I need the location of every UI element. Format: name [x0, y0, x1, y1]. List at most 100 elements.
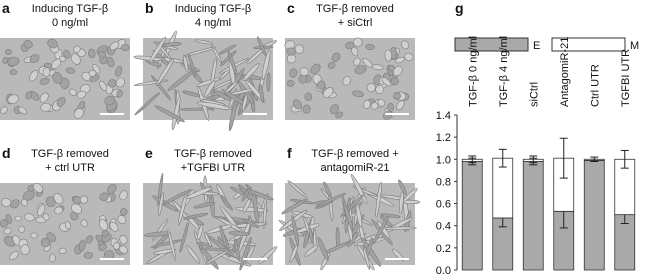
- cell: [380, 213, 401, 218]
- cell: [39, 77, 50, 85]
- category-label: TGF-β 0 ng/ml: [467, 36, 479, 107]
- cell: [73, 45, 81, 54]
- cell: [331, 52, 341, 62]
- cell: [399, 191, 404, 214]
- panel-title: antagomiR-21: [320, 162, 389, 174]
- category-label: TGFBI UTR: [620, 49, 632, 107]
- cell: [45, 196, 56, 208]
- panel-label: b: [145, 0, 154, 16]
- cell: [99, 80, 107, 91]
- cell: [71, 53, 81, 65]
- cell: [92, 64, 101, 74]
- cell: [342, 201, 354, 230]
- category-label: AntagomiR-21: [559, 37, 571, 107]
- cell: [29, 70, 39, 82]
- cell: [0, 219, 9, 228]
- cell: [375, 181, 382, 218]
- cell: [58, 247, 67, 255]
- panel-title: 0 ng/ml: [52, 17, 88, 29]
- cell: [302, 104, 311, 114]
- category-label: siCtrl: [528, 82, 540, 107]
- cell: [7, 56, 20, 66]
- cell: [317, 237, 329, 261]
- micrograph: [133, 30, 277, 131]
- cell: [211, 44, 223, 64]
- cell: [239, 236, 252, 271]
- cell: [304, 244, 319, 257]
- cell: [99, 192, 109, 201]
- cell: [183, 54, 189, 73]
- panel-title: TGF-β removed: [316, 3, 394, 15]
- cell: [187, 53, 197, 77]
- cell: [258, 83, 264, 103]
- y-tick-label: 0.2: [436, 243, 451, 255]
- cell: [327, 61, 336, 69]
- cell: [116, 90, 123, 98]
- cell: [117, 215, 127, 225]
- panel-title: Inducing TGF-β: [32, 3, 108, 15]
- bar-segment: [522, 161, 544, 271]
- cell: [42, 67, 51, 77]
- cell: [228, 231, 250, 236]
- cell: [221, 89, 248, 106]
- cell: [220, 194, 233, 211]
- cell: [227, 51, 238, 75]
- cell: [150, 239, 183, 248]
- cell: [292, 99, 302, 110]
- cell: [83, 252, 93, 259]
- y-tick-label: 1.4: [436, 110, 451, 122]
- cell: [363, 99, 371, 110]
- cell: [286, 80, 295, 87]
- cell: [29, 54, 40, 63]
- cell: [39, 92, 49, 103]
- cell: [70, 211, 79, 221]
- panel-title: TGF-β removed: [31, 148, 109, 160]
- cell: [21, 198, 28, 207]
- cell: [394, 92, 401, 100]
- cell: [69, 88, 77, 96]
- cell: [294, 44, 304, 54]
- bar-segment: [461, 161, 483, 271]
- panel-title: TGF-β removed +: [311, 148, 398, 160]
- cell: [289, 244, 298, 263]
- cell: [108, 79, 117, 88]
- cell: [287, 180, 307, 198]
- cell: [119, 190, 128, 201]
- cell: [115, 66, 123, 77]
- cell: [65, 67, 76, 74]
- cell: [242, 218, 260, 228]
- cell: [308, 226, 314, 244]
- cell: [42, 213, 50, 221]
- y-tick-label: 0.6: [436, 199, 451, 211]
- cell: [88, 69, 97, 77]
- cell: [261, 49, 271, 81]
- cell: [49, 253, 56, 263]
- cell: [9, 251, 19, 260]
- cell: [390, 77, 399, 86]
- cell: [370, 102, 379, 110]
- cell: [196, 77, 221, 87]
- cell: [291, 215, 300, 247]
- cell: [184, 46, 217, 57]
- cell: [323, 87, 334, 98]
- panel-title: +TGFBI UTR: [181, 162, 246, 174]
- panel-label: e: [145, 145, 153, 161]
- cell: [104, 95, 116, 106]
- cell: [316, 192, 347, 208]
- cell: [153, 248, 176, 255]
- cell: [59, 55, 67, 62]
- y-tick-label: 0.4: [436, 221, 451, 233]
- cell: [109, 221, 119, 232]
- cell: [98, 243, 107, 252]
- cell: [32, 182, 44, 193]
- cell: [220, 50, 237, 67]
- cell: [85, 235, 94, 244]
- cell: [366, 83, 376, 93]
- cell: [241, 94, 248, 112]
- cell: [355, 204, 363, 228]
- micrograph: [278, 173, 420, 271]
- cell: [98, 219, 108, 231]
- cell: [171, 95, 181, 131]
- cell: [106, 56, 115, 68]
- cell: [52, 72, 63, 84]
